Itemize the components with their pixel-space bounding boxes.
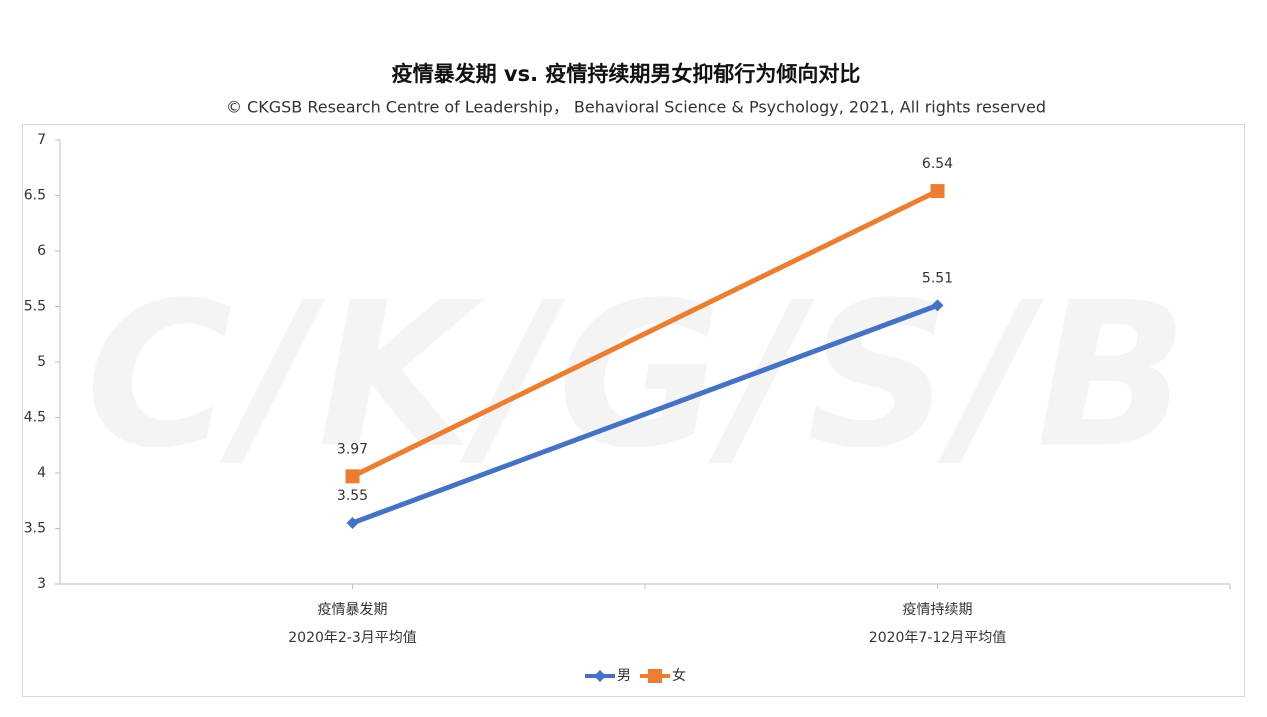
y-tick-label: 7	[37, 132, 46, 148]
data-label: 6.54	[922, 156, 953, 172]
x-tick-label: 2020年7-12月平均值	[869, 630, 1006, 646]
chart-subtitle: © CKGSB Research Centre of Leadership， B…	[226, 98, 1046, 117]
x-tick-label: 2020年2-3月平均值	[288, 630, 417, 646]
watermark: C/K/G/S/B	[86, 260, 1195, 493]
data-label: 3.97	[337, 441, 368, 457]
series-line	[351, 303, 939, 526]
marker	[931, 299, 944, 312]
chart-title: 疫情暴发期 vs. 疫情持续期男女抑郁行为倾向对比	[392, 62, 861, 86]
marker	[648, 669, 662, 683]
chart-frame	[22, 124, 1245, 697]
y-tick-label: 6.5	[24, 188, 46, 204]
y-tick-label: 5	[37, 354, 46, 370]
marker	[346, 516, 359, 529]
y-tick-label: 3	[37, 576, 46, 592]
legend-label[interactable]: 男	[617, 668, 631, 684]
series-line	[351, 188, 939, 479]
x-tick-label: 疫情暴发期	[318, 602, 388, 618]
legend-label[interactable]: 女	[672, 667, 686, 684]
x-tick-label: 疫情持续期	[903, 601, 973, 618]
marker	[345, 469, 360, 484]
y-tick-label: 3.5	[24, 521, 46, 537]
y-tick-label: 4	[37, 465, 46, 481]
y-tick-label: 4.5	[24, 410, 46, 426]
data-label: 3.55	[337, 488, 368, 504]
marker	[594, 670, 606, 682]
y-tick-label: 6	[37, 243, 46, 259]
y-tick-label: 5.5	[24, 299, 46, 315]
marker	[930, 184, 945, 199]
data-label: 5.51	[922, 270, 953, 286]
